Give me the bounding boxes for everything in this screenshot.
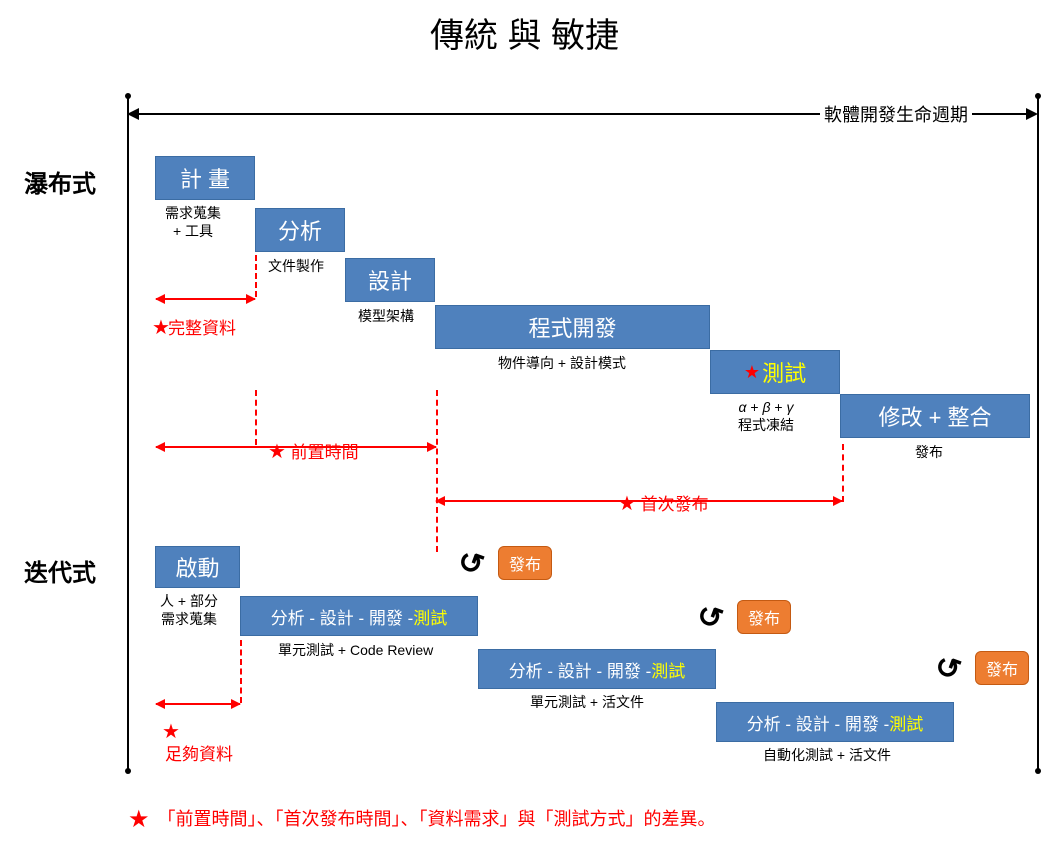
waterfall-box: ★測試 [710,350,840,394]
waterfall-sublabel: 需求蒐集+ 工具 [165,205,221,240]
red-dash [255,255,257,297]
waterfall-box: 程式開發 [435,305,710,349]
red-arrow [427,442,437,452]
red-arrow [833,496,843,506]
red-span-line [156,703,240,705]
timeline-vbar [127,97,129,770]
waterfall-box: 設計 [345,258,435,302]
loop-icon: ↻ [930,648,966,689]
iterative-box: 分析 - 設計 - 開發 - 測試 [716,702,954,742]
red-span-label: 足夠資料 [165,740,233,765]
waterfall-sublabel: α + β + γ程式凍結 [738,399,794,434]
red-star-icon: ★ [152,315,170,340]
red-dash [842,444,844,502]
waterfall-sublabel: 物件導向 + 設計模式 [498,355,626,373]
timeline-vbar [1037,97,1039,770]
red-arrow [155,442,165,452]
timeline-vdot [1035,93,1041,99]
timeline-label: 軟體開發生命週期 [820,101,972,127]
timeline-vdot [1035,768,1041,774]
red-dash [255,390,257,445]
iterative-sublabel: 單元測試 + 活文件 [530,694,644,712]
red-span-line [156,298,255,300]
red-span-label: 完整資料 [168,314,236,339]
red-span-label: ★ 首次發布 [618,490,709,516]
waterfall-sublabel: 模型架構 [358,308,414,326]
red-dash [240,640,242,703]
waterfall-label: 瀑布式 [24,164,96,199]
red-arrow [231,699,241,709]
waterfall-box: 修改 + 整合 [840,394,1030,438]
red-arrow [435,496,445,506]
iterative-box: 分析 - 設計 - 開發 - 測試 [240,596,478,636]
loop-icon: ↻ [453,543,489,584]
footnote: ★「前置時間」、「首次發布時間」、「資料需求」與「測試方式」的差異。 [128,805,716,834]
page-title: 傳統 與 敏捷 [0,8,1049,57]
red-dash [436,390,438,552]
red-arrow [155,699,165,709]
iterative-sublabel: 單元測試 + Code Review [278,642,433,660]
timeline-vdot [125,768,131,774]
iterative-box: 分析 - 設計 - 開發 - 測試 [478,649,716,689]
release-chip: 發布 [975,651,1029,685]
timeline-vdot [125,93,131,99]
red-span-label: ★ 前置時間 [268,438,359,464]
waterfall-box: 計 畫 [155,156,255,200]
waterfall-box: 分析 [255,208,345,252]
release-chip: 發布 [737,600,791,634]
red-arrow [155,294,165,304]
waterfall-sublabel: 發布 [915,444,943,462]
waterfall-sublabel: 文件製作 [268,258,324,276]
iterative-box: 啟動 [155,546,240,588]
loop-icon: ↻ [692,597,728,638]
iterative-sublabel: 自動化測試 + 活文件 [763,747,891,765]
red-arrow [246,294,256,304]
iterative-label: 迭代式 [24,553,96,588]
release-chip: 發布 [498,546,552,580]
iterative-sublabel: 人 + 部分需求蒐集 [160,593,218,628]
